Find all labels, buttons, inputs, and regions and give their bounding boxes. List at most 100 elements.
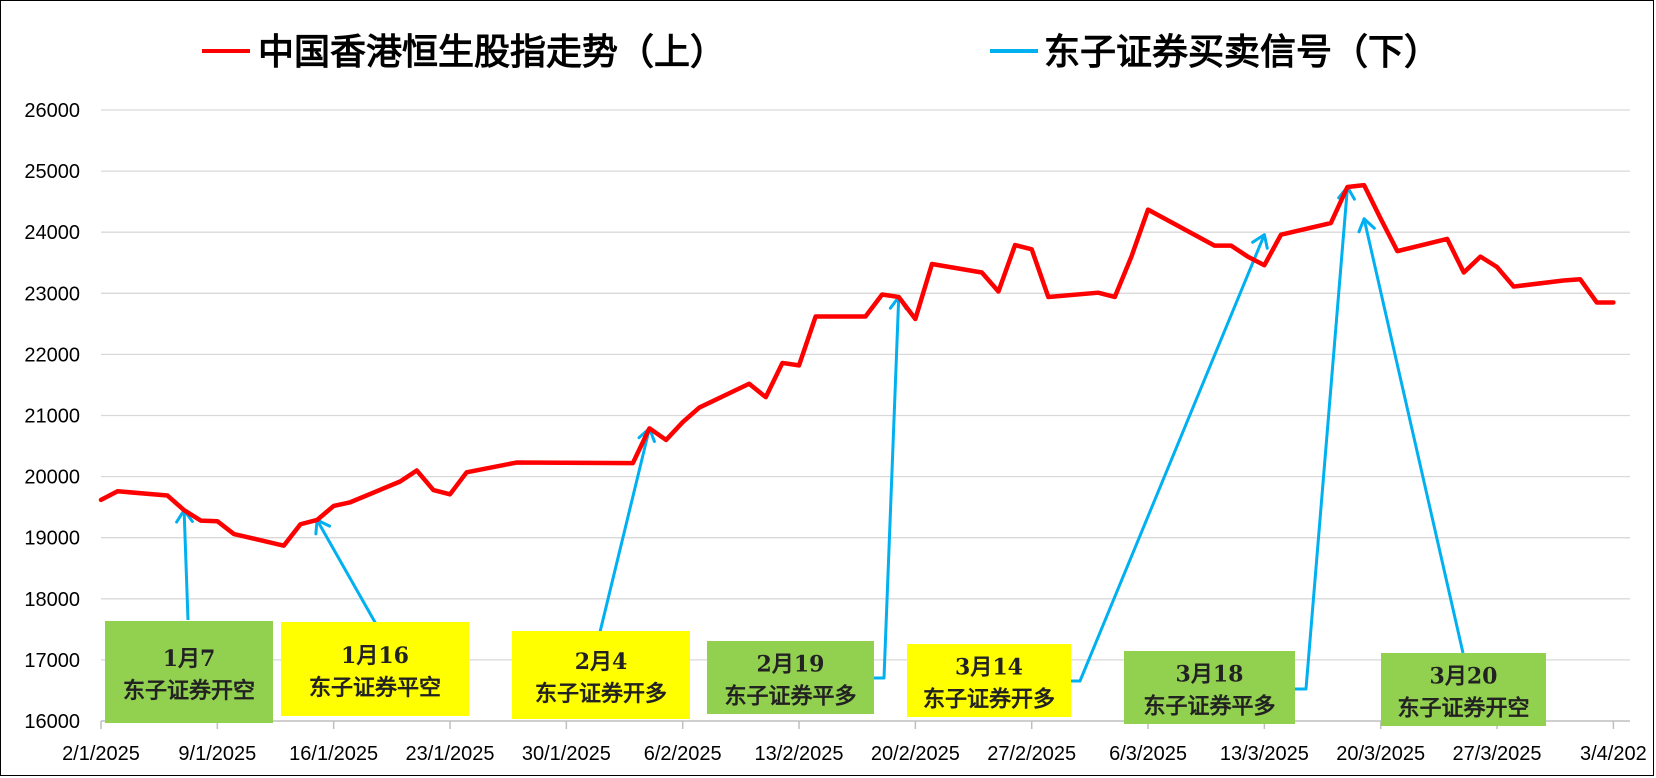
index-point <box>1478 255 1482 259</box>
index-point <box>1329 221 1333 225</box>
index-point <box>165 494 169 498</box>
index-point <box>1362 183 1366 187</box>
index-point <box>514 461 518 465</box>
index-point <box>631 461 635 465</box>
index-point <box>282 544 286 548</box>
signal-line <box>1362 218 1465 654</box>
signal-annotations: 1月7 东子证券开空 1月16 东子证券平空 2月4 东子证券开多 2月19 东子证券平多 3月… <box>105 621 1546 726</box>
index-point <box>1462 271 1466 275</box>
legend: 中国香港恒生股指走势（上） 东子证券买卖信号（下） <box>202 31 1440 73</box>
x-tick-label: 2/1/2025 <box>62 743 140 765</box>
index-point <box>913 317 917 321</box>
x-tick-label: 30/1/2025 <box>522 743 611 765</box>
index-point <box>1595 300 1599 304</box>
signal-date: 2月4 <box>575 649 628 675</box>
signal-arrowhead <box>1357 217 1376 234</box>
signal-action: 东子证券开多 <box>535 681 667 707</box>
index-point <box>1279 233 1283 237</box>
index-point <box>398 479 402 483</box>
x-tick-label: 16/1/2025 <box>289 743 378 765</box>
index-point <box>315 518 319 522</box>
index-point <box>1096 291 1100 295</box>
index-point <box>1578 277 1582 281</box>
index-point <box>448 492 452 496</box>
signal-action: 东子证券开空 <box>1397 696 1529 722</box>
index-point <box>647 426 651 430</box>
index-point <box>1562 278 1566 282</box>
x-tick-label: 27/3/2025 <box>1453 743 1542 765</box>
y-axis: 16000 17000 18000 19000 20000 21000 22000 23000… <box>24 100 80 733</box>
signal-arrowhead <box>1251 233 1269 250</box>
y-tick-label: 20000 <box>24 467 80 489</box>
index-point <box>116 489 120 493</box>
x-tick-label: 9/1/2025 <box>178 743 256 765</box>
index-point <box>1013 243 1017 247</box>
signal-line <box>1295 186 1349 691</box>
y-tick-label: 19000 <box>24 528 80 550</box>
signal-date: 2月19 <box>757 652 825 678</box>
index-point <box>465 470 469 474</box>
x-tick-label: 13/3/2025 <box>1220 743 1309 765</box>
index-point <box>1030 247 1034 251</box>
x-tick-label: 20/3/2025 <box>1336 743 1425 765</box>
index-point <box>1146 208 1150 212</box>
index-point <box>1113 295 1117 299</box>
index-point <box>1512 285 1516 289</box>
y-tick-label: 26000 <box>24 100 80 122</box>
signal-box <box>105 621 273 723</box>
y-tick-label: 17000 <box>24 650 80 672</box>
signal-date: 1月7 <box>163 646 216 672</box>
index-point <box>1395 249 1399 253</box>
index-point <box>797 363 801 367</box>
signal-action: 东子证券平多 <box>1143 694 1275 720</box>
index-point <box>764 395 768 399</box>
index-point <box>431 488 435 492</box>
x-tick-label: 6/3/2025 <box>1109 743 1187 765</box>
signal-line <box>182 510 190 621</box>
y-tick-label: 25000 <box>24 161 80 183</box>
signal-line <box>873 296 901 680</box>
signal-box <box>907 644 1071 717</box>
signal-date: 1月16 <box>341 643 409 669</box>
signal-box <box>512 631 690 719</box>
index-point <box>298 522 302 526</box>
index-point <box>996 289 1000 293</box>
index-point <box>980 271 984 275</box>
index-point <box>780 361 784 365</box>
index-point <box>99 498 103 502</box>
x-tick-label: 3/4/202 <box>1580 743 1647 765</box>
x-axis: 2/1/2025 9/1/2025 16/1/2025 23/1/2025 30/1/2… <box>62 720 1647 765</box>
y-tick-label: 21000 <box>24 406 80 428</box>
index-line <box>98 182 1616 548</box>
index-point <box>681 420 685 424</box>
x-tick-label: 23/1/2025 <box>406 743 495 765</box>
index-point <box>1495 265 1499 269</box>
index-point <box>182 508 186 512</box>
index-point <box>1129 255 1133 259</box>
index-point <box>232 532 236 536</box>
index-point <box>664 438 668 442</box>
signal-line <box>1071 234 1266 683</box>
signal-action: 东子证券开空 <box>123 678 255 704</box>
x-tick-label: 20/2/2025 <box>871 743 960 765</box>
index-point <box>897 295 901 299</box>
y-tick-label: 24000 <box>24 222 80 244</box>
signal-box <box>707 641 874 714</box>
y-tick-label: 18000 <box>24 589 80 611</box>
y-tick-label: 23000 <box>24 283 80 305</box>
index-point <box>1611 300 1615 304</box>
index-point <box>1246 255 1250 259</box>
index-point <box>1379 217 1383 221</box>
legend-label-signal: 东子证券买卖信号（下） <box>1044 31 1440 73</box>
index-point <box>199 519 203 523</box>
signal-action: 东子证券平空 <box>309 675 441 701</box>
index-point <box>1445 237 1449 241</box>
y-tick-label: 22000 <box>24 344 80 366</box>
y-tick-label: 16000 <box>24 711 80 733</box>
x-tick-label: 6/2/2025 <box>644 743 722 765</box>
legend-label-index: 中国香港恒生股指走势（上） <box>258 31 726 73</box>
signal-date: 3月18 <box>1176 662 1244 688</box>
index-point <box>930 262 934 266</box>
